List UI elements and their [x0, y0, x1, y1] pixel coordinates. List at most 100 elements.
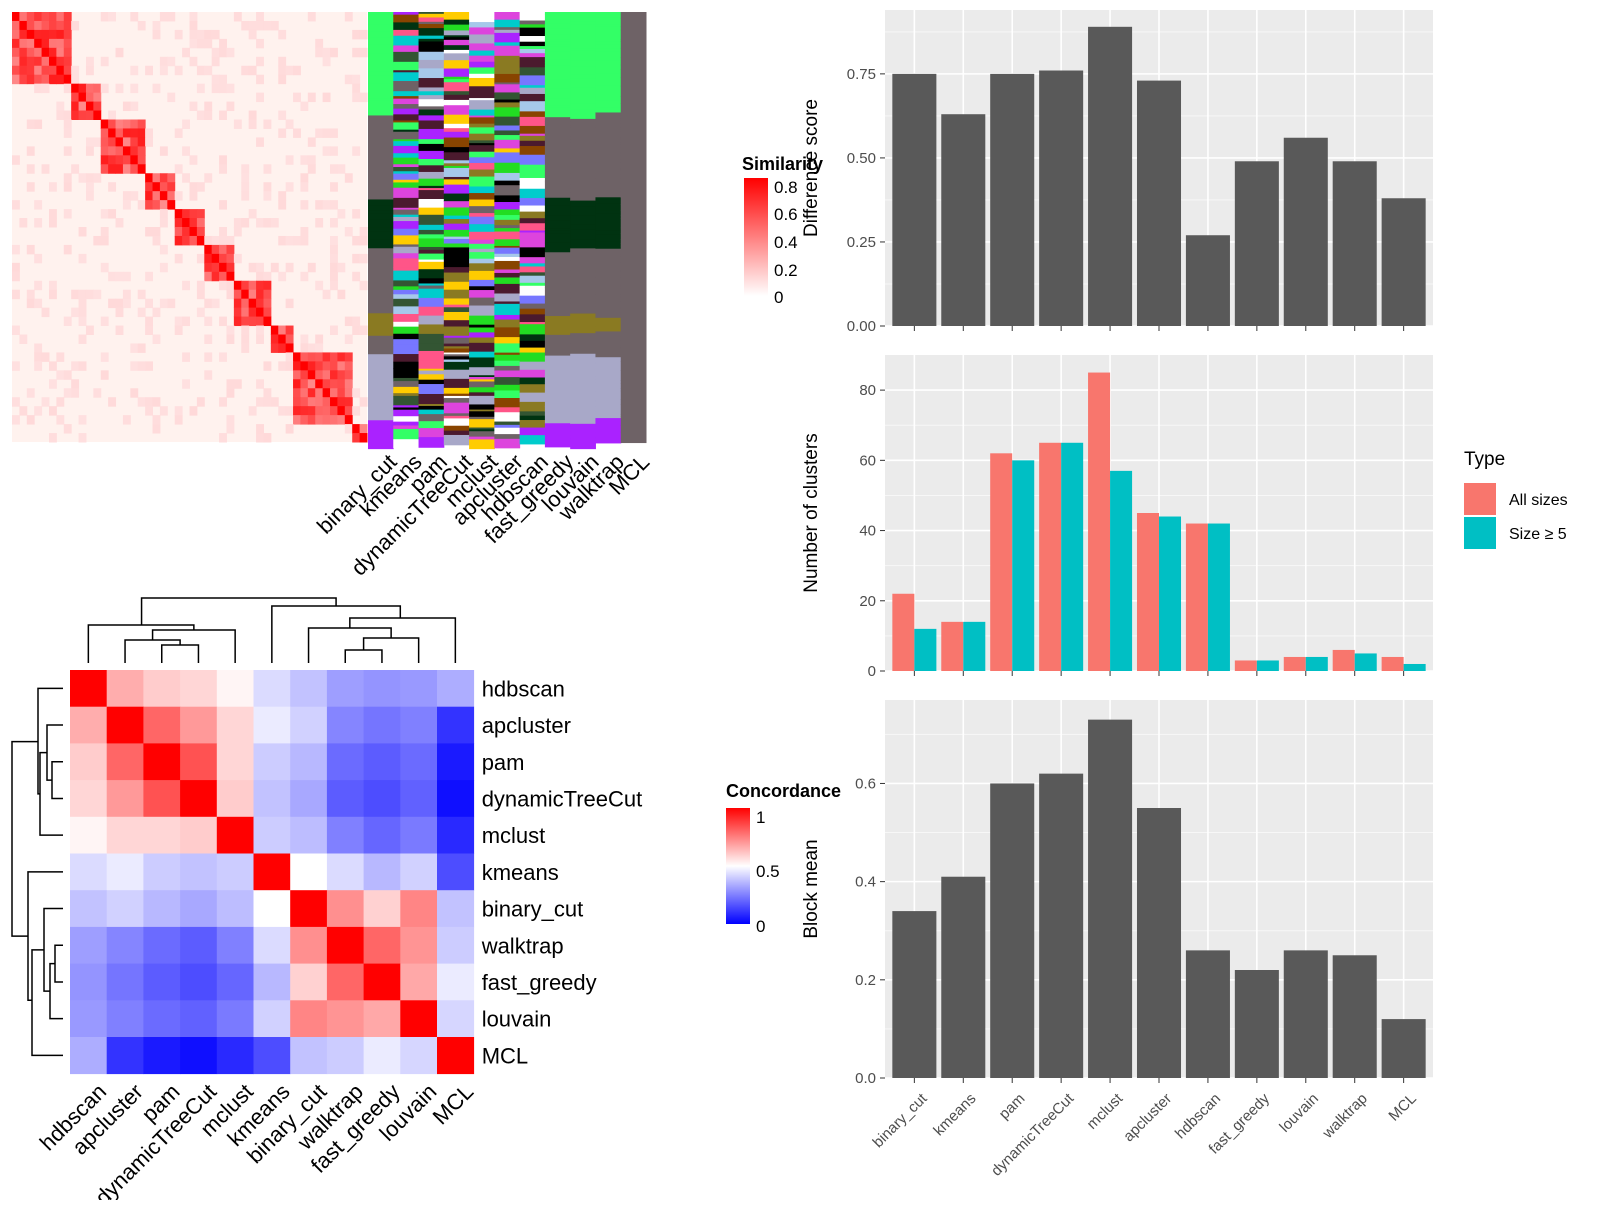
cluster-cell [443, 165, 470, 169]
cluster-cell [570, 178, 596, 185]
cluster-cell [544, 267, 571, 272]
cluster-cell [620, 232, 647, 240]
similarity-cell [93, 92, 102, 103]
concordance-legend-tick: 0 [756, 917, 765, 936]
similarity-cell [63, 110, 72, 120]
cluster-cell [620, 77, 647, 87]
similarity-cell [145, 397, 154, 407]
concordance-cell [363, 816, 401, 854]
similarity-cell [85, 137, 94, 147]
bar [1136, 80, 1182, 327]
dendrogram-branch [271, 605, 402, 663]
cluster-cell [443, 361, 470, 371]
similarity-cell [322, 379, 331, 389]
similarity-cell [85, 182, 94, 192]
similarity-cell [12, 397, 20, 407]
cluster-cell [393, 187, 420, 199]
cluster-cell [368, 14, 394, 18]
similarity-cell [78, 334, 87, 344]
concordance-cell [106, 926, 144, 964]
cluster-cell [393, 409, 420, 417]
cluster-cell [368, 267, 394, 273]
similarity-cell [12, 12, 20, 22]
cluster-cell [494, 239, 521, 247]
cluster-cell [393, 270, 420, 276]
similarity-cell [307, 370, 316, 380]
similarity-cell [300, 370, 309, 380]
cluster-cell [570, 343, 596, 355]
similarity-cell [293, 379, 301, 389]
similarity-cell [226, 235, 235, 246]
cluster-cell [570, 142, 596, 148]
similarity-cell [63, 74, 72, 85]
cluster-cell [393, 228, 420, 236]
similarity-cell [300, 182, 309, 192]
similarity-cell [300, 235, 309, 246]
cluster-cell [443, 311, 470, 321]
cluster-cell [570, 136, 596, 140]
cluster-cell [570, 29, 596, 40]
similarity-cell [219, 244, 227, 255]
similarity-cell [211, 83, 220, 94]
cluster-cell [443, 114, 470, 125]
cluster-cell [570, 251, 596, 261]
similarity-cell [256, 334, 264, 344]
cluster-cell [620, 96, 647, 104]
cluster-cell [595, 437, 622, 441]
similarity-cell [159, 200, 168, 210]
similarity-cell [182, 146, 190, 156]
bar [1332, 649, 1355, 671]
cluster-cell [519, 41, 546, 47]
cluster-cell [519, 146, 546, 156]
cluster-cell [519, 177, 546, 184]
similarity-cell [56, 101, 65, 112]
cluster-cell [494, 253, 521, 258]
concordance-cell [253, 890, 291, 928]
similarity-cell [256, 218, 264, 228]
cluster-cell [368, 115, 394, 125]
similarity-cell [48, 74, 57, 85]
bar [1332, 955, 1377, 1078]
cluster-cell [544, 46, 571, 52]
similarity-cell [256, 307, 264, 318]
similarity-cell [211, 253, 220, 264]
similarity-cell [256, 92, 264, 103]
similarity-cell [34, 65, 43, 76]
similarity-cell [226, 244, 235, 255]
similarity-cell [226, 334, 235, 344]
cluster-cell [368, 398, 394, 408]
concordance-cell [437, 853, 475, 891]
x-tick-label: dynamicTreeCut [988, 1090, 1078, 1180]
similarity-cell [137, 164, 146, 174]
similarity-cell [137, 289, 146, 300]
cluster-cell [368, 248, 394, 254]
cluster-cell [443, 398, 470, 404]
cluster-cell [595, 183, 622, 192]
cluster-cell [443, 304, 470, 308]
cluster-cell [595, 263, 622, 273]
similarity-cell [196, 280, 205, 291]
similarity-cell [330, 235, 338, 246]
concordance-cell [180, 853, 218, 891]
cluster-cell [544, 133, 571, 141]
similarity-cell [145, 173, 154, 183]
similarity-cell [337, 262, 346, 273]
cluster-cell [469, 297, 495, 307]
concordance-cell [216, 853, 254, 891]
similarity-cell [219, 164, 227, 174]
concordance-cell [363, 853, 401, 891]
cluster-cell [418, 99, 445, 107]
cluster-cell [368, 123, 394, 133]
bar [1283, 137, 1328, 326]
similarity-cell [41, 47, 50, 58]
cluster-cell [443, 94, 470, 101]
cluster-cell [570, 149, 596, 153]
similarity-cell [337, 388, 346, 398]
cluster-cell [595, 376, 622, 380]
similarity-cell [278, 343, 287, 353]
cluster-cell [544, 181, 571, 190]
cluster-cell [418, 38, 445, 42]
cluster-cell [393, 96, 420, 100]
concordance-cell [363, 706, 401, 744]
